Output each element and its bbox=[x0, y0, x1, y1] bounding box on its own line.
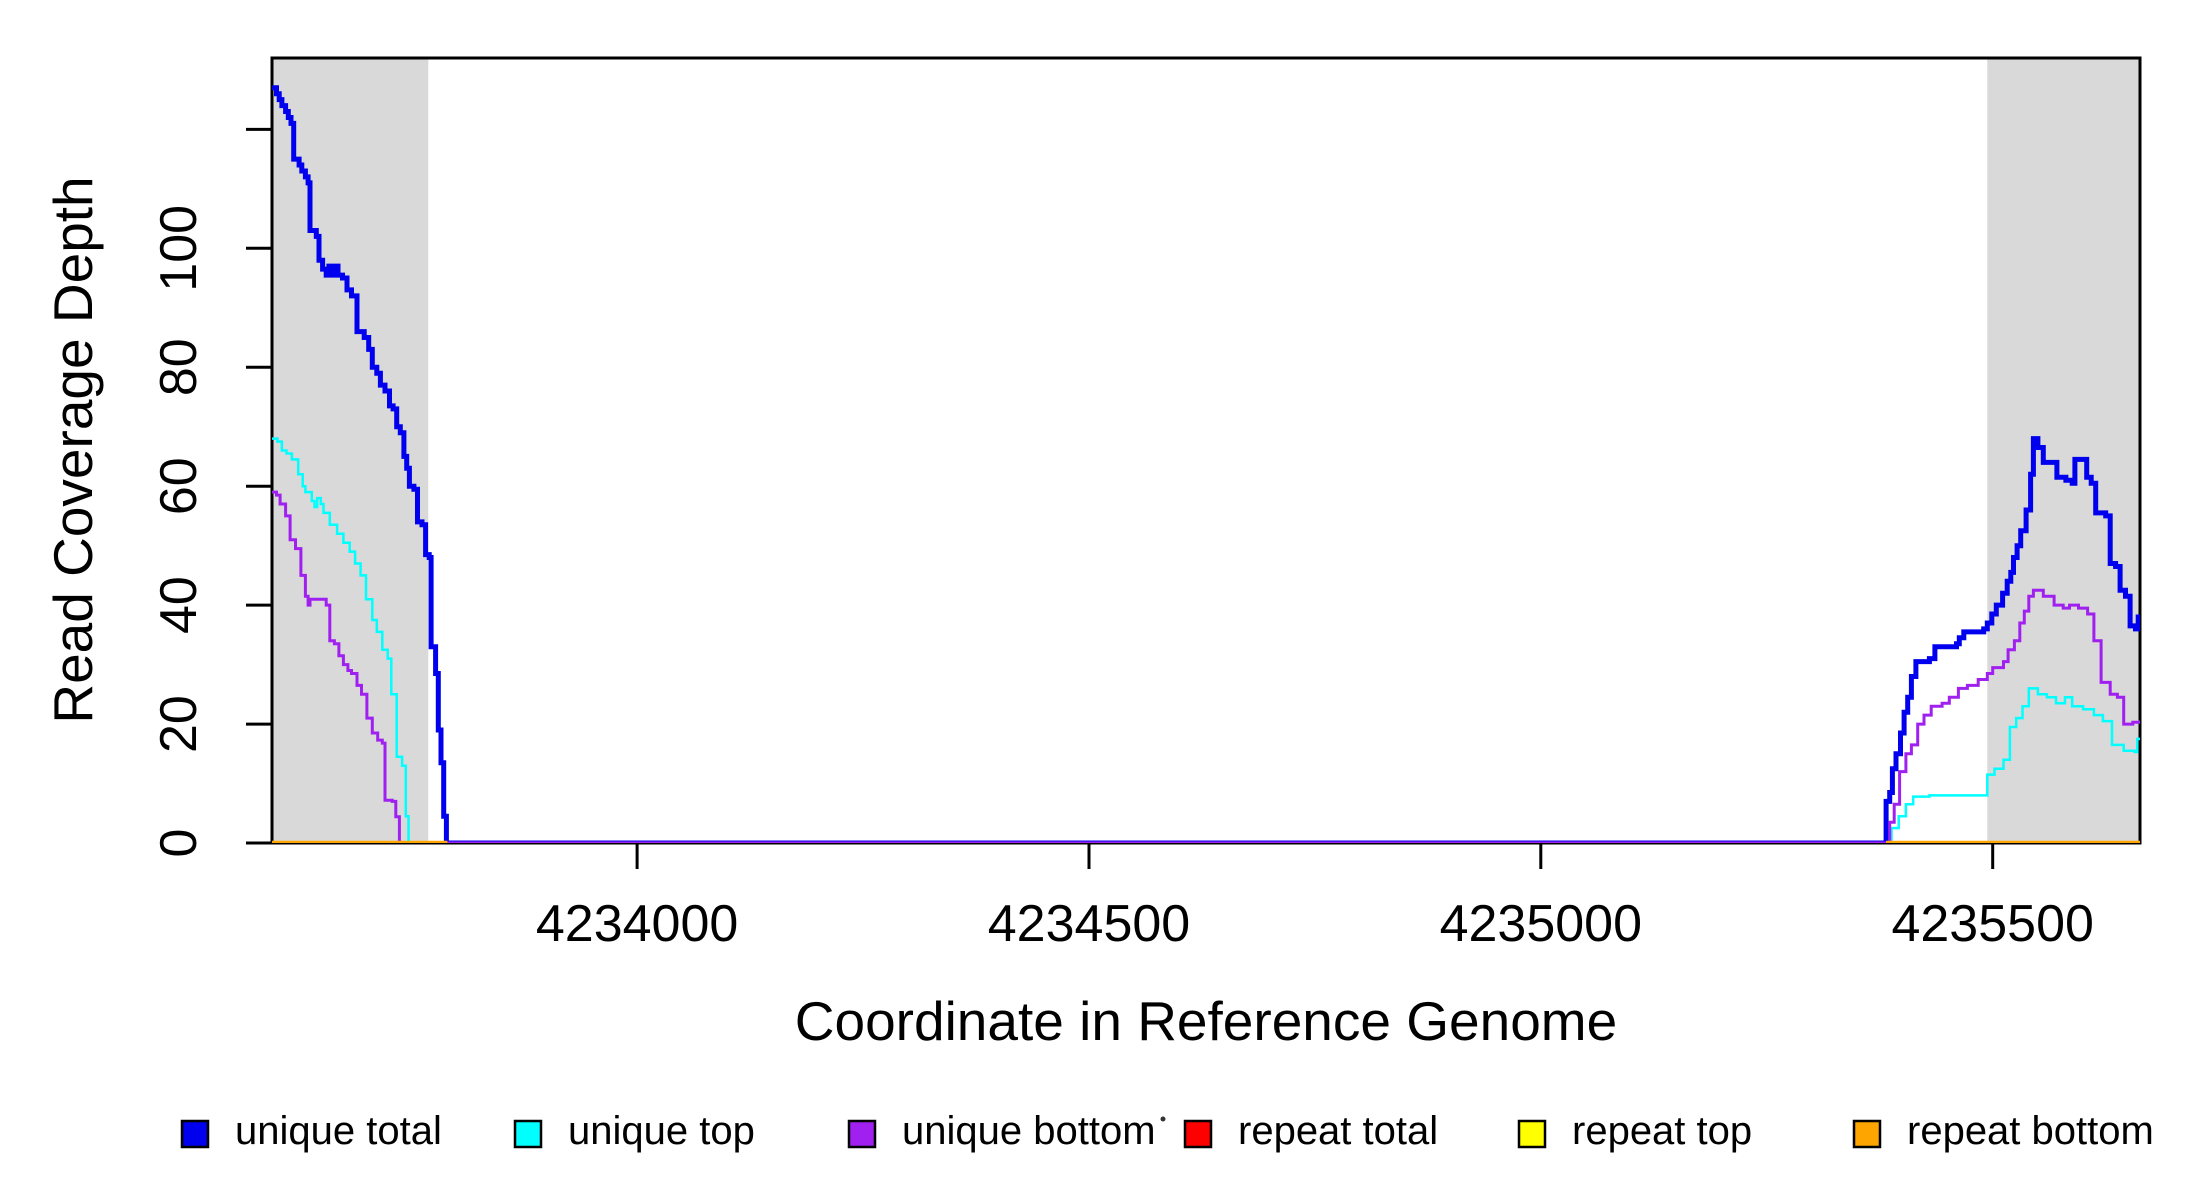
y-tick-label: 80 bbox=[150, 338, 208, 396]
legend-swatch-repeat-bottom bbox=[1852, 1119, 1882, 1149]
axis-titles: Coordinate in Reference Genome Read Cover… bbox=[42, 176, 1617, 1052]
legend-label-repeat-bottom: repeat bottom bbox=[1907, 1109, 2154, 1153]
y-tick-label: 0 bbox=[150, 829, 208, 858]
x-tick-label: 4235000 bbox=[1440, 895, 1642, 953]
plot-border bbox=[270, 56, 2142, 845]
artifacts bbox=[1160, 1116, 1166, 1122]
y-axis-title: Read Coverage Depth bbox=[42, 176, 104, 723]
legend-label-repeat-total: repeat total bbox=[1238, 1109, 1438, 1153]
legend-label-unique-total: unique total bbox=[235, 1109, 442, 1153]
y-tick-label: 40 bbox=[150, 576, 208, 634]
axes: 4234000 4234500 4235000 4235500 0 20 40 60 80 100 bbox=[150, 127, 2094, 953]
legend-label-unique-top: unique top bbox=[568, 1109, 755, 1153]
y-tick-label: 60 bbox=[150, 457, 208, 515]
coverage-series bbox=[272, 85, 2140, 843]
series-line-unique-total bbox=[272, 85, 2140, 843]
plot-box bbox=[270, 56, 2142, 845]
legend: unique total unique top unique bottom repea… bbox=[180, 1109, 2154, 1153]
x-tick-label: 4234500 bbox=[988, 895, 1190, 953]
repeat-region-right bbox=[1987, 58, 2140, 843]
y-tick-label: 20 bbox=[150, 695, 208, 753]
x-tick-label: 4234000 bbox=[536, 895, 738, 953]
legend-swatch-unique-bottom bbox=[847, 1119, 877, 1149]
legend-swatch-unique-total bbox=[180, 1119, 210, 1149]
legend-swatch-unique-top bbox=[513, 1119, 543, 1149]
stray-dot bbox=[1160, 1116, 1166, 1122]
y-tick-label: 100 bbox=[150, 205, 208, 292]
x-tick-label: 4235500 bbox=[1891, 895, 2093, 953]
series-line-unique-top bbox=[272, 437, 2140, 843]
legend-label-repeat-top: repeat top bbox=[1572, 1109, 1752, 1153]
legend-swatch-repeat-total bbox=[1183, 1119, 1213, 1149]
x-axis-title: Coordinate in Reference Genome bbox=[795, 990, 1617, 1052]
legend-label-unique-bottom: unique bottom bbox=[902, 1109, 1156, 1153]
series-line-unique-bottom bbox=[272, 490, 2140, 843]
legend-swatch-repeat-top bbox=[1517, 1119, 1547, 1149]
repeat-shaded-regions bbox=[272, 58, 2140, 843]
